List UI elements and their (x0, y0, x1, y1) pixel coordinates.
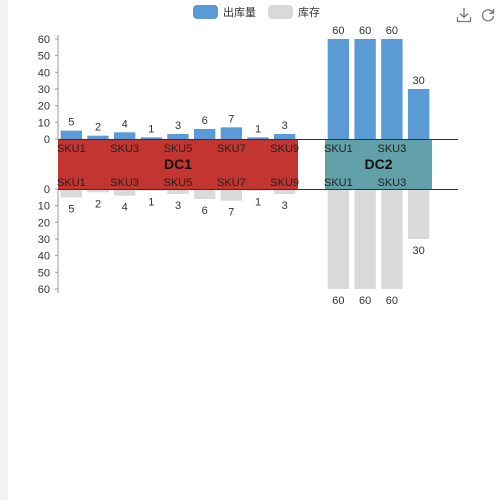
bar-stock (87, 189, 109, 193)
y-tick-label-bottom: 50 (38, 267, 50, 279)
category-label-bottom: SKU1 (324, 177, 353, 189)
bar-outbound (407, 89, 430, 139)
data-label-outbound: 7 (228, 113, 234, 125)
data-label-stock: 60 (386, 295, 398, 307)
toolbox (456, 7, 496, 23)
bar-outbound (87, 135, 109, 139)
bar-outbound (194, 129, 216, 139)
data-label-stock: 3 (282, 200, 288, 212)
category-label-top: SKU1 (324, 143, 353, 155)
bar-outbound (140, 137, 162, 139)
bar-outbound (167, 134, 189, 139)
y-tick-label-bottom: 0 (44, 184, 50, 196)
bar-outbound (327, 39, 350, 139)
data-label-stock: 5 (68, 203, 74, 215)
y-tick-label-bottom: 60 (38, 284, 50, 296)
group-band-dc2 (325, 140, 432, 189)
data-label-outbound: 60 (359, 25, 371, 37)
data-label-stock: 1 (255, 197, 261, 209)
left-edge-strip (0, 0, 8, 500)
data-label-outbound: 3 (282, 120, 288, 132)
data-label-stock: 3 (175, 200, 181, 212)
category-label-top: SKU7 (217, 143, 246, 155)
category-label-top: SKU9 (270, 143, 299, 155)
category-label-top: SKU3 (110, 143, 139, 155)
group-label-dc1: DC1 (164, 156, 192, 172)
y-tick-label-top: 10 (38, 117, 50, 129)
data-label-stock: 6 (202, 205, 208, 217)
bar-outbound (220, 127, 242, 139)
legend-swatch-outbound (193, 5, 218, 19)
data-label-stock: 7 (228, 207, 234, 219)
data-label-outbound: 60 (332, 25, 344, 37)
bar-stock (60, 189, 82, 198)
y-tick-label-top: 30 (38, 84, 50, 96)
data-label-stock: 1 (148, 197, 154, 209)
bar-stock (407, 189, 430, 239)
data-label-outbound: 4 (122, 118, 128, 130)
bar-stock (327, 189, 350, 289)
category-label-bottom: SKU9 (270, 177, 299, 189)
data-label-stock: 30 (413, 245, 425, 257)
bar-stock (167, 189, 189, 194)
y-tick-label-bottom: 40 (38, 251, 50, 263)
data-label-stock: 2 (95, 198, 101, 210)
data-label-stock: 60 (359, 295, 371, 307)
data-label-outbound: 2 (95, 122, 101, 134)
bar-outbound (114, 132, 136, 139)
y-tick-label-bottom: 20 (38, 217, 50, 229)
category-label-bottom: SKU7 (217, 177, 246, 189)
bar-stock (381, 189, 403, 289)
legend-swatch-stock (268, 5, 293, 19)
y-tick-label-top: 20 (38, 101, 50, 113)
bar-outbound (247, 137, 269, 139)
data-label-outbound: 1 (148, 123, 154, 135)
category-label-top: SKU5 (164, 143, 193, 155)
category-label-bottom: SKU3 (378, 177, 407, 189)
data-label-outbound: 1 (255, 123, 261, 135)
legend-item-outbound[interactable]: 出库量 (193, 4, 256, 20)
bar-stock (354, 189, 376, 289)
y-tick-label-top: 50 (38, 51, 50, 63)
category-label-top: SKU3 (378, 143, 407, 155)
bar-outbound (274, 134, 296, 139)
data-label-outbound: 30 (413, 75, 425, 87)
y-tick-label-top: 0 (44, 134, 50, 146)
bar-stock (220, 189, 242, 201)
download-icon[interactable] (456, 7, 472, 23)
group-label-dc2: DC2 (364, 156, 392, 172)
legend-item-stock[interactable]: 库存 (268, 4, 320, 20)
data-label-stock: 4 (122, 202, 128, 214)
y-tick-label-top: 40 (38, 67, 50, 79)
legend-label-outbound: 出库量 (223, 7, 256, 19)
group-band-dc1 (58, 140, 298, 189)
refresh-icon[interactable] (480, 7, 496, 23)
category-label-top: SKU1 (57, 143, 86, 155)
y-tick-label-bottom: 30 (38, 234, 50, 246)
y-tick-label-top: 60 (38, 34, 50, 46)
data-label-outbound: 5 (68, 117, 74, 129)
bar-stock (194, 189, 216, 199)
bar-stock (114, 189, 136, 196)
data-label-outbound: 6 (202, 115, 208, 127)
category-label-bottom: SKU5 (164, 177, 193, 189)
bar-outbound (381, 39, 403, 139)
legend: 出库量 库存 (193, 4, 332, 20)
data-label-outbound: 3 (175, 120, 181, 132)
legend-label-stock: 库存 (298, 7, 320, 19)
category-label-bottom: SKU1 (57, 177, 86, 189)
data-label-stock: 60 (332, 295, 344, 307)
bar-outbound (354, 39, 376, 139)
bar-stock (274, 189, 296, 194)
y-tick-label-bottom: 10 (38, 201, 50, 213)
data-label-outbound: 60 (386, 25, 398, 37)
bar-outbound (60, 130, 82, 139)
category-label-bottom: SKU3 (110, 177, 139, 189)
